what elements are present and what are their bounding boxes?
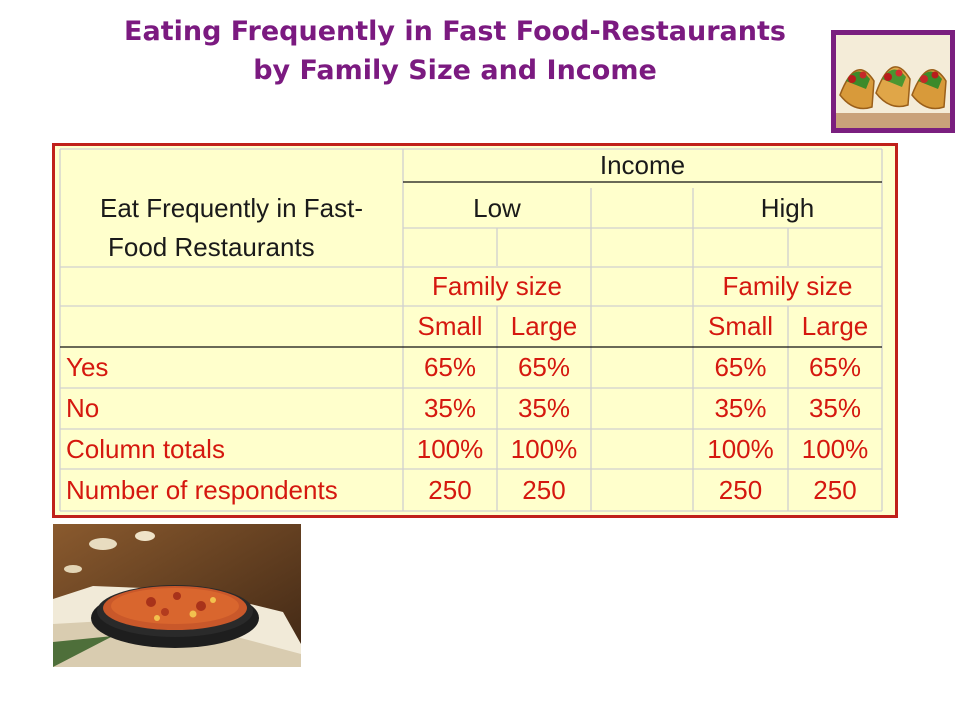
slide-title-line-2: by Family Size and Income [253,55,657,86]
row-label-column-totals: Column totals [66,433,225,464]
yes-low-large: 65% [517,352,571,382]
yes-high-small: 65% [714,352,767,382]
no-low-small: 35% [423,393,477,423]
low-large-header: Large [510,311,578,341]
no-high-large: 35% [808,393,862,423]
tacos-illustration [836,35,950,128]
high-small-header: Small [707,311,773,341]
no-low-large: 35% [517,393,571,423]
high-large-header: Large [801,311,869,341]
no-high-small: 35% [714,393,767,423]
row-label-no: No [66,393,100,423]
row-header-line-2: Food Restaurants [108,232,315,262]
totals-low-small: 100% [416,433,484,464]
respondents-high-large: 250 [813,474,857,505]
slide-title: Eating Frequently in Fast Food-Restauran… [60,12,850,90]
income-header: Income [599,150,686,180]
row-label-number-of-respondents: Number of respondents [66,474,338,505]
low-small-header: Small [417,311,483,341]
respondents-high-small: 250 [718,474,763,505]
family-size-high-header: Family size [722,271,853,301]
slide-title-line-1: Eating Frequently in Fast Food-Restauran… [124,16,786,47]
yes-low-small: 65% [423,352,477,382]
tacos-photo [831,30,955,133]
family-size-low-header: Family size [431,271,562,301]
pizza-photo [53,524,301,667]
income-high-header: High [760,192,815,223]
row-header-line-1: Eat Frequently in Fast- [100,192,363,223]
income-low-header: Low [473,192,521,223]
totals-low-large: 100% [510,433,578,464]
pizza-illustration [53,524,301,667]
totals-high-large: 100% [801,433,869,464]
respondents-low-large: 250 [522,474,566,505]
yes-high-large: 65% [808,352,862,382]
table-gridlines [59,148,883,512]
respondents-low-small: 250 [428,474,472,505]
totals-high-small: 100% [707,433,774,464]
row-label-yes: Yes [66,352,109,382]
data-table: Income Eat Frequently in Fast- Food Rest… [52,143,898,518]
